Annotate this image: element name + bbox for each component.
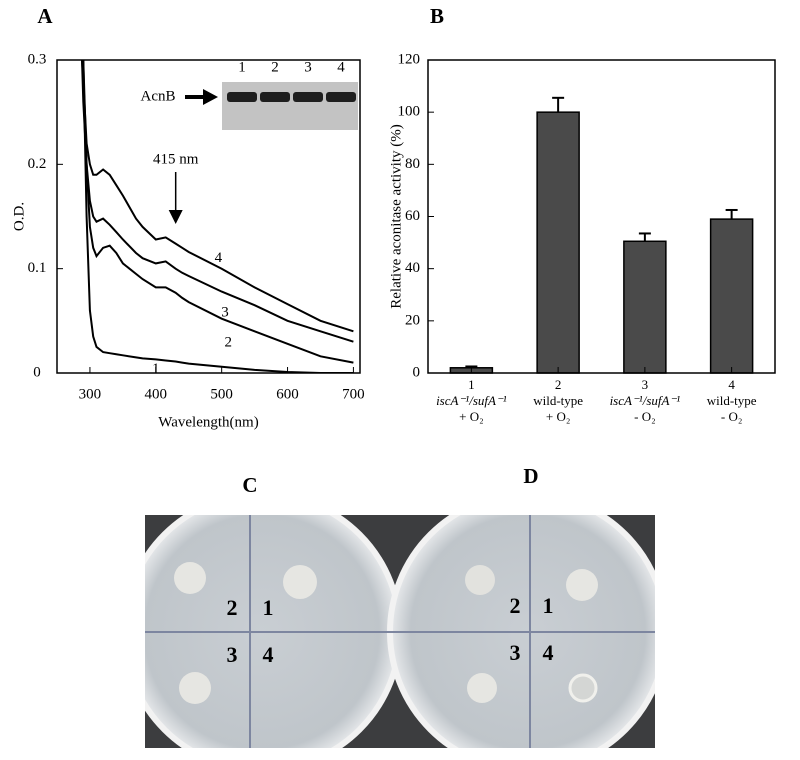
y-tick-label: 20 bbox=[405, 312, 420, 328]
y-tick-label: 100 bbox=[398, 104, 421, 120]
colony bbox=[568, 673, 598, 703]
gel-lane-label: 3 bbox=[304, 59, 312, 75]
spectrum-line bbox=[81, 60, 354, 343]
panel-letter: B bbox=[430, 4, 444, 28]
colony bbox=[174, 562, 206, 594]
arrow-head bbox=[168, 210, 183, 224]
spot-label: 1 bbox=[263, 595, 274, 620]
x-tick-label: 400 bbox=[145, 386, 168, 402]
colony bbox=[566, 569, 598, 601]
y-tick-label: 0.2 bbox=[28, 156, 47, 172]
y-tick-label: 60 bbox=[405, 208, 420, 224]
spectrum-line bbox=[82, 60, 354, 373]
x-tick-label: 3 bbox=[642, 377, 649, 392]
category-note: iscA⁻¹/sufA⁻¹ bbox=[436, 393, 507, 408]
gel-lane-label: 2 bbox=[271, 59, 279, 75]
x-tick-label: 2 bbox=[555, 377, 562, 392]
x-tick-label: 700 bbox=[342, 386, 365, 402]
spectrum-line bbox=[81, 60, 354, 333]
series-label: 1 bbox=[152, 361, 160, 377]
petri-dish bbox=[145, 515, 403, 748]
plot-frame bbox=[427, 59, 776, 374]
y-axis-label: Relative aconitase activity (%) bbox=[388, 124, 404, 309]
colony bbox=[179, 672, 211, 704]
y-axis-label: O.D. bbox=[11, 202, 27, 231]
bar bbox=[536, 111, 580, 374]
category-note: + O₂ bbox=[459, 409, 484, 424]
gel-band bbox=[293, 92, 323, 102]
panel-letter: C bbox=[242, 473, 257, 497]
colony bbox=[465, 565, 495, 595]
colony bbox=[283, 565, 317, 599]
x-tick-label: 4 bbox=[728, 377, 735, 392]
x-axis-label: Wavelength(nm) bbox=[158, 414, 258, 430]
y-tick-label: 0 bbox=[413, 364, 421, 380]
spot-label: 3 bbox=[510, 640, 521, 665]
series-label: 2 bbox=[225, 335, 233, 351]
gel-lane-label: 4 bbox=[337, 59, 345, 75]
bar bbox=[623, 240, 667, 374]
spot-label: 3 bbox=[227, 642, 238, 667]
gel-label: AcnB bbox=[141, 88, 176, 104]
panel-letter: D bbox=[523, 464, 538, 488]
gel-image bbox=[222, 82, 358, 130]
series-label: 4 bbox=[215, 250, 223, 266]
spot-label: 2 bbox=[227, 595, 238, 620]
spot-label: 1 bbox=[543, 593, 554, 618]
panel-letter: A bbox=[37, 4, 53, 28]
category-note: wild-type bbox=[707, 393, 757, 408]
category-note: + O₂ bbox=[546, 409, 571, 424]
category-note: - O₂ bbox=[634, 409, 656, 424]
plot-frame bbox=[56, 59, 361, 374]
bar bbox=[709, 218, 754, 374]
gel-band bbox=[260, 92, 290, 102]
colony bbox=[467, 673, 497, 703]
annotation: 415 nm bbox=[153, 151, 199, 167]
x-tick-label: 500 bbox=[210, 386, 233, 402]
category-note: wild-type bbox=[533, 393, 583, 408]
x-tick-label: 300 bbox=[79, 386, 102, 402]
petri-dish bbox=[387, 515, 655, 748]
y-tick-label: 120 bbox=[398, 51, 421, 67]
category-note: iscA⁻¹/sufA⁻¹ bbox=[610, 393, 681, 408]
y-tick-label: 0.3 bbox=[28, 51, 47, 67]
y-tick-label: 0 bbox=[33, 364, 41, 380]
spectrum-line bbox=[82, 60, 354, 364]
y-tick-label: 0.1 bbox=[28, 260, 47, 276]
gel-band bbox=[326, 92, 356, 102]
category-note: - O₂ bbox=[721, 409, 743, 424]
spot-label: 4 bbox=[543, 640, 554, 665]
y-tick-label: 80 bbox=[405, 156, 420, 172]
gel-lane-label: 1 bbox=[238, 59, 246, 75]
gel-band bbox=[227, 92, 257, 102]
x-tick-label: 600 bbox=[276, 386, 299, 402]
spot-label: 2 bbox=[510, 593, 521, 618]
x-tick-label: 1 bbox=[468, 377, 475, 392]
y-tick-label: 40 bbox=[405, 260, 420, 276]
plate-photo bbox=[145, 515, 655, 748]
series-label: 3 bbox=[221, 305, 229, 321]
spot-label: 4 bbox=[263, 642, 274, 667]
arrow-head bbox=[203, 89, 218, 105]
